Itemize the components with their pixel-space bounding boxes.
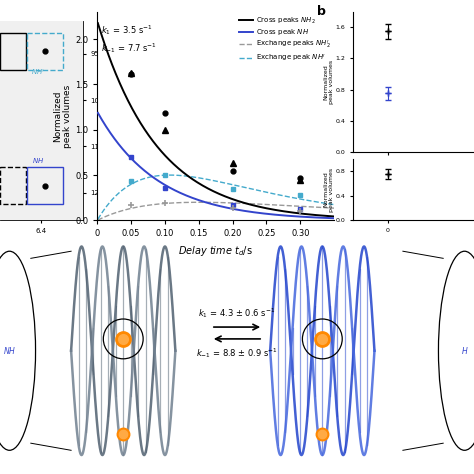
- Text: $k_1$ = 3.5 s$^{-1}$: $k_1$ = 3.5 s$^{-1}$: [100, 23, 152, 36]
- Y-axis label: Normalized
peak volumes: Normalized peak volumes: [323, 167, 334, 212]
- Text: $k_1$ = 4.3 $\pm$ 0.6 s$^{-1}$: $k_1$ = 4.3 $\pm$ 0.6 s$^{-1}$: [198, 306, 276, 320]
- Bar: [27, 33, 63, 70]
- Text: $\it{NH}$: $\it{NH}$: [32, 155, 44, 164]
- Text: $\it{NH}'$: $\it{NH}'$: [31, 67, 45, 77]
- Bar: [27, 167, 63, 204]
- Y-axis label: $\delta$ $^{15}$N/ppm: $\delta$ $^{15}$N/ppm: [109, 102, 120, 140]
- Bar: [0, 33, 26, 70]
- Text: b: b: [317, 5, 326, 18]
- Text: $k_{-1}$ = 8.8 $\pm$ 0.9 s$^{-1}$: $k_{-1}$ = 8.8 $\pm$ 0.9 s$^{-1}$: [196, 346, 278, 360]
- Text: $k_{-1}$ = 7.7 s$^{-1}$: $k_{-1}$ = 7.7 s$^{-1}$: [100, 41, 156, 55]
- Y-axis label: Normalized
peak volumes: Normalized peak volumes: [323, 60, 334, 104]
- Text: $\it{NH}$: $\it{NH}$: [3, 345, 16, 356]
- Bar: [0, 167, 26, 204]
- Y-axis label: Normalized
peak volumes: Normalized peak volumes: [53, 84, 72, 148]
- Legend: Cross peaks $NH_2$, Cross peak $\it{NH}$, Exchange peaks $NH_2'$, Exchange peak : Cross peaks $NH_2$, Cross peak $\it{NH}$…: [239, 15, 331, 64]
- X-axis label: $\it{Delay\ time}\ t_d$/s: $\it{Delay\ time}\ t_d$/s: [178, 244, 253, 258]
- Text: $\it{H}$: $\it{H}$: [461, 345, 468, 356]
